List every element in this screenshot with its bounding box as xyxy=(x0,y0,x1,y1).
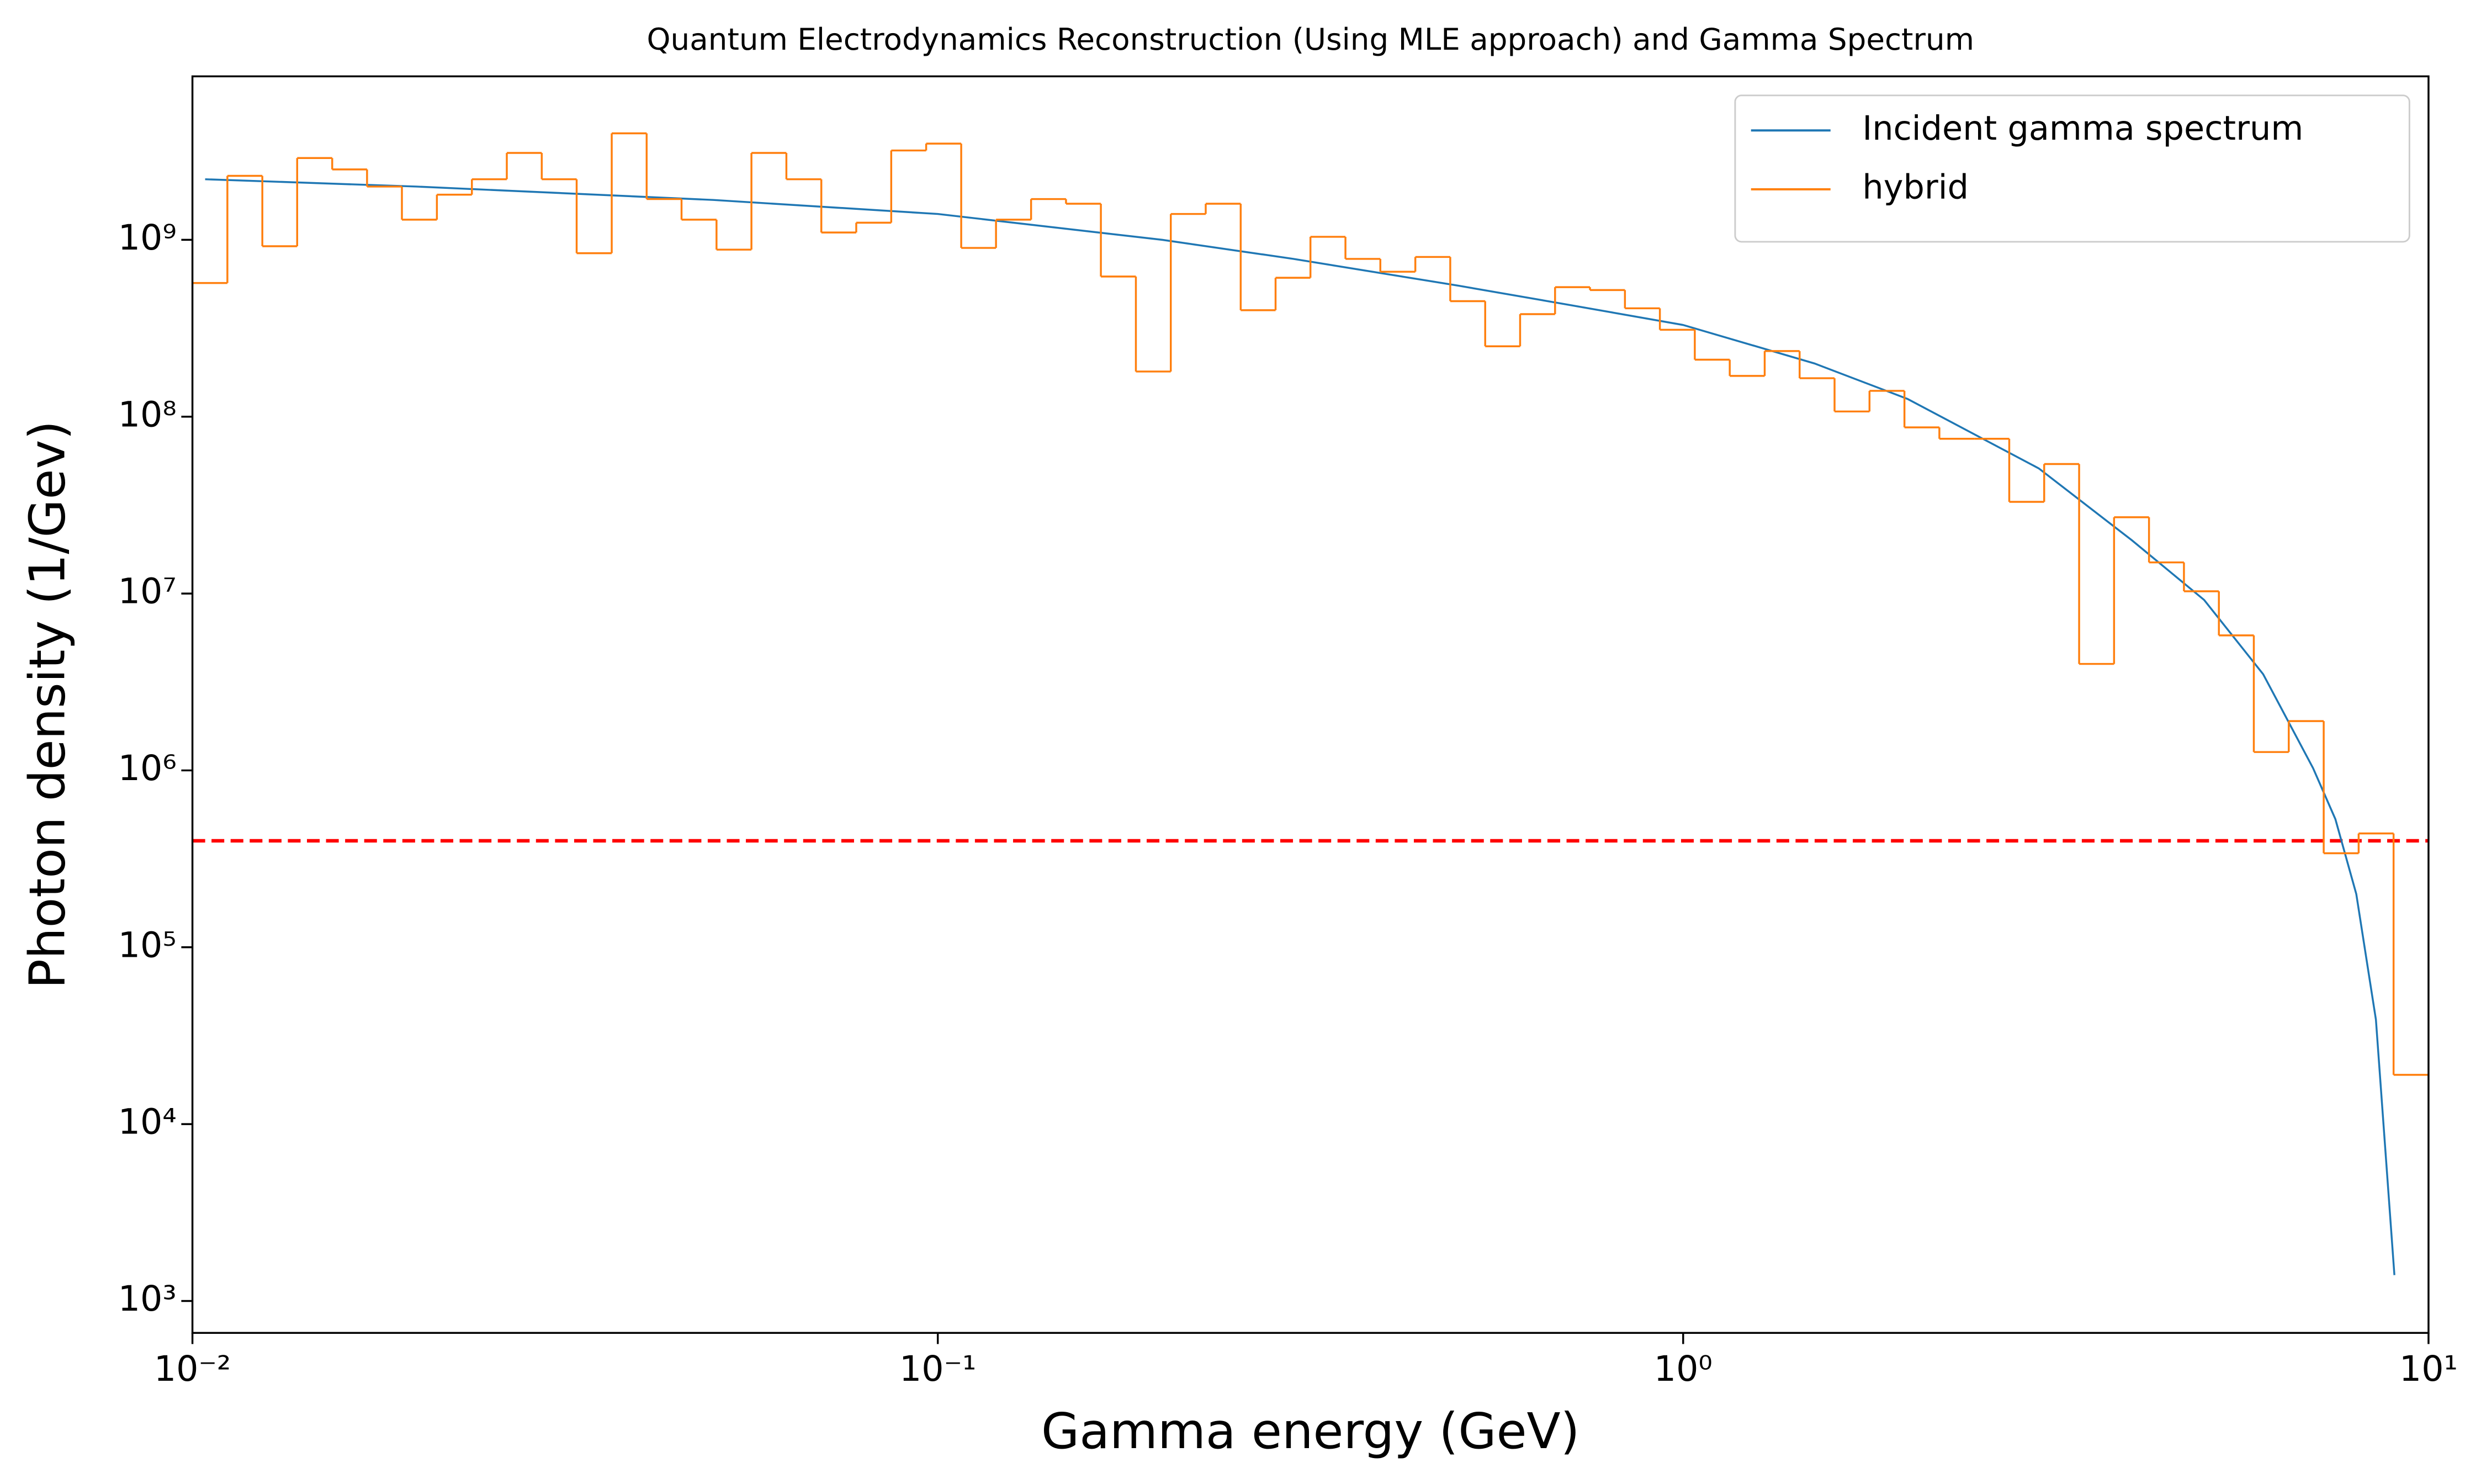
y-tick-label: 10⁴ xyxy=(118,1101,177,1142)
legend-label: hybrid xyxy=(1862,168,1969,206)
chart-title: Quantum Electrodynamics Reconstruction (… xyxy=(647,22,1975,57)
y-tick-label: 10⁵ xyxy=(118,924,177,965)
y-tick-label: 10⁷ xyxy=(118,571,177,612)
y-axis-label: Photon density (1/Gev) xyxy=(19,421,77,989)
x-tick-label: 10⁻¹ xyxy=(899,1348,976,1389)
legend-box xyxy=(1734,94,2410,243)
spectrum-line xyxy=(205,178,2395,1275)
legend-label: Incident gamma spectrum xyxy=(1862,109,2303,148)
x-tick-label: 10⁻² xyxy=(154,1348,231,1389)
y-tick-label: 10³ xyxy=(118,1278,177,1319)
y-tick-label: 10⁶ xyxy=(118,748,177,788)
x-tick-label: 10¹ xyxy=(2399,1348,2458,1389)
x-axis-label: Gamma energy (GeV) xyxy=(1041,1403,1579,1460)
plot-frame xyxy=(191,75,2430,1334)
y-tick-label: 10⁹ xyxy=(118,217,177,258)
x-tick-label: 10⁰ xyxy=(1654,1348,1713,1389)
y-tick-label: 10⁸ xyxy=(118,394,177,434)
